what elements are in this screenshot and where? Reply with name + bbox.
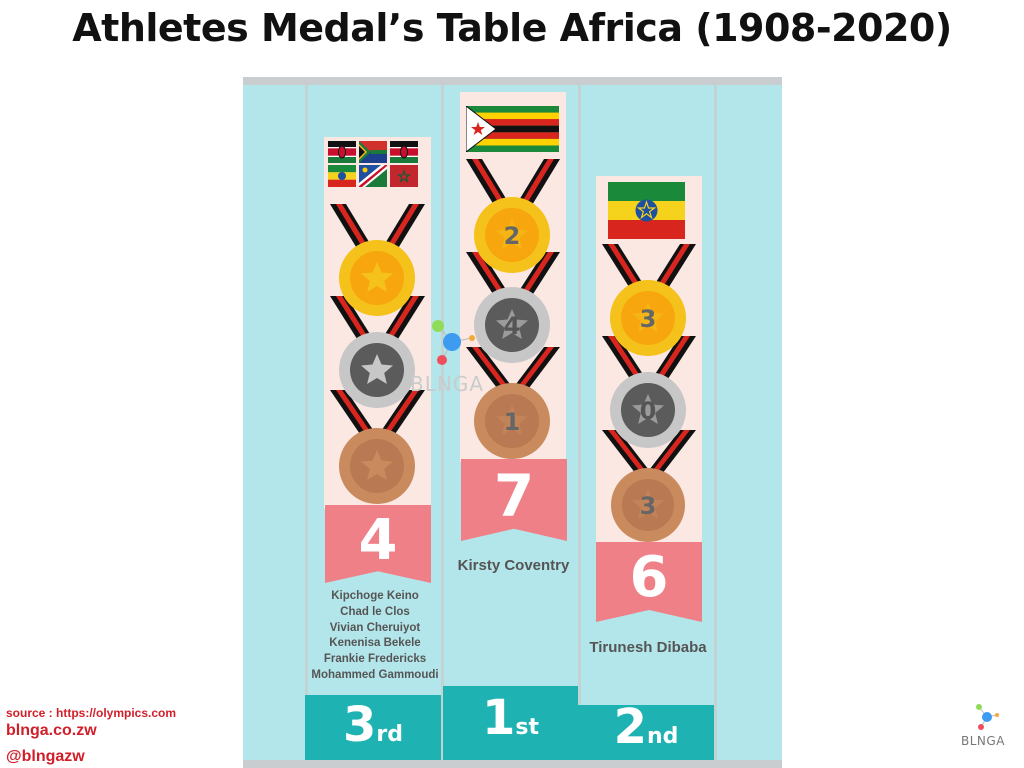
blnga-watermark-logo-icon (432, 320, 475, 365)
athlete-name: Vivian Cheruiyot (329, 621, 421, 634)
flag-south-africa-icon (359, 141, 387, 167)
stage-divider (578, 85, 581, 760)
first-place-athlete: Kirsty Coventry (457, 557, 570, 574)
silver-count: 4 (504, 312, 521, 340)
flag-kenya-icon (390, 141, 418, 167)
gold-medal-icon: 2 (474, 197, 550, 273)
silver-medal-icon: 0 (610, 372, 686, 448)
flag-namibia-icon (359, 165, 387, 191)
athlete-name: Kipchoge Keino (331, 590, 419, 602)
social-handle[interactable]: @blngazw (6, 748, 85, 765)
silver-count: 0 (640, 397, 657, 425)
athlete-name: Kenenisa Bekele (329, 637, 421, 650)
gold-medal-icon (339, 240, 415, 316)
second-place-total: 6 (629, 545, 669, 610)
second-place-total-ribbon: 6 (596, 542, 702, 622)
chart-title: Athletes Medal’s Table Africa (1908-2020… (72, 6, 952, 50)
silver-medal-icon: 4 (474, 287, 550, 363)
first-place-medals: 2 4 1 (466, 159, 560, 459)
site-link[interactable]: blnga.co.zw (6, 722, 97, 739)
flag-zimbabwe-icon (465, 104, 559, 156)
bronze-count: 3 (640, 492, 657, 520)
center-watermark-text: BLNGA (410, 372, 485, 396)
podium-first: 1st (443, 686, 578, 760)
flag-ethiopia-icon (328, 165, 356, 191)
athlete-name: Mohammed Gammoudi (311, 668, 439, 681)
third-place-total: 4 (358, 508, 398, 573)
bronze-medal-icon: 3 (611, 468, 685, 542)
second-place-medals: 3 0 3 (602, 244, 696, 542)
podium-third-label: 3rd (342, 697, 403, 753)
podium-second-label: 2nd (613, 699, 679, 755)
first-place-total: 7 (493, 462, 535, 530)
blnga-logo-icon (976, 704, 999, 730)
source-note: source : https://olympics.com (6, 706, 177, 720)
flag-kenya-icon (328, 141, 356, 167)
blnga-logo-text: BLNGA (961, 734, 1005, 748)
stage-top-bar (243, 77, 782, 85)
podium-third: 3rd (305, 695, 441, 760)
stage-divider (305, 85, 308, 760)
bronze-medal-icon: 1 (474, 383, 550, 459)
first-place-total-ribbon: 7 (461, 459, 567, 541)
bronze-medal-icon (339, 428, 415, 504)
stage-bottom-bar (243, 760, 782, 768)
gold-count: 3 (640, 305, 657, 333)
flag-morocco-icon (390, 165, 418, 191)
second-place-athlete: Tirunesh Dibaba (589, 639, 707, 656)
podium-first-label: 1st (481, 690, 540, 746)
gold-count: 2 (504, 222, 521, 250)
third-place-medals (330, 204, 425, 504)
flag-ethiopia-icon (608, 182, 685, 243)
stage-divider (714, 85, 717, 760)
stage-divider (441, 85, 444, 760)
athlete-name: Frankie Fredericks (323, 653, 427, 666)
third-place-total-ribbon: 4 (325, 505, 431, 583)
silver-medal-icon (339, 332, 415, 408)
athlete-name: Chad le Clos (340, 605, 410, 618)
gold-medal-icon: 3 (610, 280, 686, 356)
bronze-count: 1 (504, 408, 521, 436)
third-place-athletes: Kipchoge Keino Chad le Clos Vivian Cheru… (305, 589, 445, 684)
podium-second: 2nd (578, 699, 714, 760)
